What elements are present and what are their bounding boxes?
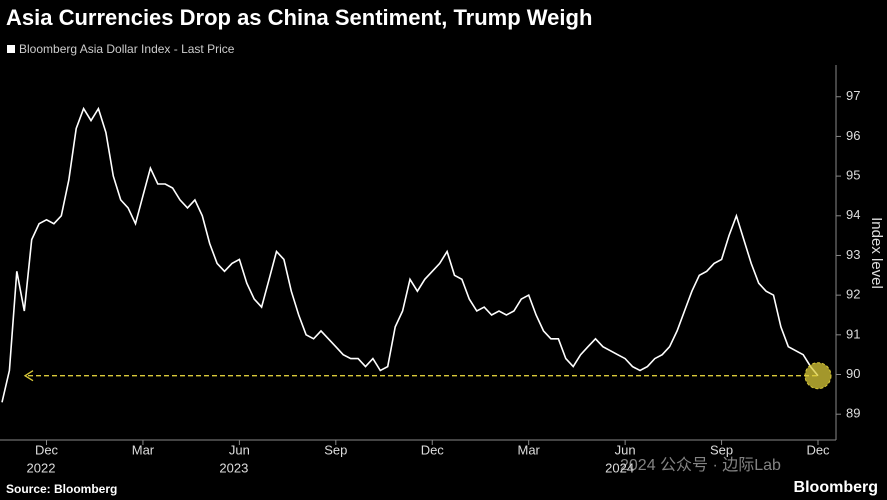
year-label: 2024 — [605, 460, 634, 475]
y-tick-label: 91 — [846, 326, 860, 341]
x-tick-label: Jun — [229, 442, 250, 457]
y-tick-label: 89 — [846, 406, 860, 421]
x-tick-label: Mar — [132, 442, 155, 457]
y-tick-label: 97 — [846, 88, 860, 103]
chart-title: Asia Currencies Drop as China Sentiment,… — [6, 5, 592, 30]
y-tick-label: 92 — [846, 287, 860, 302]
source: Source: Bloomberg — [6, 482, 117, 496]
x-tick-label: Dec — [421, 442, 445, 457]
x-tick-label: Dec — [806, 442, 830, 457]
legend-swatch — [7, 45, 15, 53]
line — [1, 106, 819, 403]
x-tick-label: Sep — [710, 442, 733, 457]
x-tick-label: Sep — [324, 442, 347, 457]
y-tick-label: 90 — [846, 366, 860, 381]
y-tick-label: 93 — [846, 247, 860, 262]
last-value-arrow — [23, 370, 34, 382]
year-label: 2023 — [219, 460, 248, 475]
y-tick-label: 96 — [846, 128, 860, 143]
x-tick-label: Dec — [35, 442, 59, 457]
y-tick-label: 95 — [846, 168, 860, 183]
y-tick-label: 94 — [846, 207, 860, 222]
last-value-marker — [804, 362, 832, 390]
year-label: 2022 — [27, 460, 56, 475]
brand: Bloomberg — [794, 479, 878, 496]
watermark: 2024 公众号 · 边际Lab — [620, 456, 781, 474]
legend-label: Bloomberg Asia Dollar Index - Last Price — [19, 42, 235, 56]
x-tick-label: Mar — [517, 442, 540, 457]
x-tick-label: Jun — [615, 442, 636, 457]
y-axis-label: Index level — [868, 217, 885, 289]
